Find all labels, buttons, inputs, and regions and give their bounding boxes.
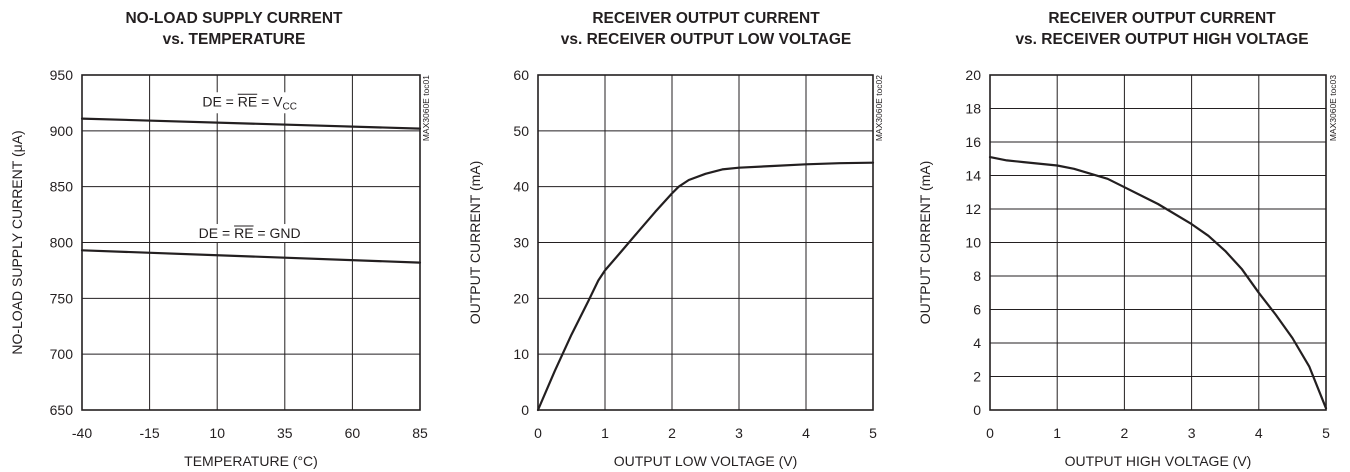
x-tick-label: 35 (277, 425, 293, 441)
y-tick-label: 30 (513, 235, 529, 251)
x-tick-label: 85 (412, 425, 428, 441)
series-line-1 (80, 117, 422, 130)
x-tick-label: 4 (802, 425, 810, 441)
x-tick-label: 60 (345, 425, 361, 441)
figure-id-label: MAX3060E toc01 (421, 75, 431, 141)
chart-3: RECEIVER OUTPUT CURRENT vs. RECEIVER OUTP… (917, 10, 1338, 469)
chart-title-line-1: RECEIVER OUTPUT CURRENT (592, 10, 820, 27)
x-tick-label: -15 (139, 425, 159, 441)
annotation-background (195, 224, 304, 243)
y-axis-label: OUTPUT CURRENT (mA) (467, 161, 483, 325)
y-tick-label: 800 (50, 235, 74, 251)
y-tick-label: 12 (965, 201, 981, 217)
chart-1: NO-LOAD SUPPLY CURRENT vs. TEMPERATURE -40… (9, 10, 431, 469)
y-tick-label: 900 (50, 123, 74, 139)
y-tick-label: 40 (513, 179, 529, 195)
y-axis-label: NO-LOAD SUPPLY CURRENT (μA) (9, 130, 25, 354)
x-axis-label: TEMPERATURE (°C) (184, 453, 318, 469)
series-line-2 (80, 249, 422, 264)
y-tick-label: 60 (513, 67, 529, 83)
figure-id-label: MAX3060E toc03 (1328, 75, 1338, 141)
x-tick-label: 5 (869, 425, 877, 441)
series-annotation-2: DE = RE = GND (199, 225, 301, 241)
y-tick-label: 20 (965, 67, 981, 83)
chart-2: RECEIVER OUTPUT CURRENT vs. RECEIVER OUTP… (467, 10, 884, 469)
y-tick-label: 700 (50, 346, 74, 362)
y-tick-label: 850 (50, 179, 74, 195)
y-tick-label: 18 (965, 101, 981, 117)
plot-frame (537, 74, 874, 411)
x-axis-label: OUTPUT LOW VOLTAGE (V) (614, 453, 798, 469)
chart-title-line-1: RECEIVER OUTPUT CURRENT (1048, 10, 1276, 27)
y-tick-label: 10 (965, 235, 981, 251)
y-tick-label: 10 (513, 346, 529, 362)
y-tick-label: 2 (973, 369, 981, 385)
x-tick-label: 2 (668, 425, 676, 441)
x-tick-label: 1 (601, 425, 609, 441)
chart-title-line-2: vs. TEMPERATURE (163, 31, 306, 48)
x-tick-label: 0 (986, 425, 994, 441)
y-tick-label: 14 (965, 168, 981, 184)
y-tick-label: 0 (973, 402, 981, 418)
x-tick-label: 4 (1255, 425, 1263, 441)
series-annotation-1: DE = RE = VCC (202, 93, 297, 112)
y-tick-label: 20 (513, 290, 529, 306)
x-tick-label: 3 (1188, 425, 1196, 441)
y-tick-label: 4 (973, 335, 981, 351)
y-tick-label: 8 (973, 268, 981, 284)
plot-frame (81, 74, 421, 411)
x-tick-label: 2 (1121, 425, 1129, 441)
series-line-1 (988, 156, 1328, 410)
annotation-background (199, 92, 300, 114)
figure-id-label: MAX3060E toc02 (874, 75, 884, 141)
y-tick-label: 650 (50, 402, 74, 418)
x-tick-label: 0 (534, 425, 542, 441)
x-axis-label: OUTPUT HIGH VOLTAGE (V) (1065, 453, 1252, 469)
y-tick-label: 950 (50, 67, 74, 83)
y-tick-label: 6 (973, 302, 981, 318)
chart-title-line-1: NO-LOAD SUPPLY CURRENT (125, 10, 343, 27)
x-tick-label: 10 (209, 425, 225, 441)
y-tick-label: 16 (965, 134, 981, 150)
x-tick-label: -40 (72, 425, 92, 441)
chart-title-line-2: vs. RECEIVER OUTPUT LOW VOLTAGE (561, 31, 852, 48)
y-tick-label: 0 (521, 402, 529, 418)
y-tick-label: 50 (513, 123, 529, 139)
plot-frame (989, 74, 1327, 411)
y-axis-label: OUTPUT CURRENT (mA) (917, 161, 933, 325)
x-tick-label: 1 (1053, 425, 1061, 441)
chart-title-line-2: vs. RECEIVER OUTPUT HIGH VOLTAGE (1015, 31, 1308, 48)
y-tick-label: 750 (50, 290, 74, 306)
x-tick-label: 5 (1322, 425, 1330, 441)
x-tick-label: 3 (735, 425, 743, 441)
series-line-1 (536, 161, 875, 412)
